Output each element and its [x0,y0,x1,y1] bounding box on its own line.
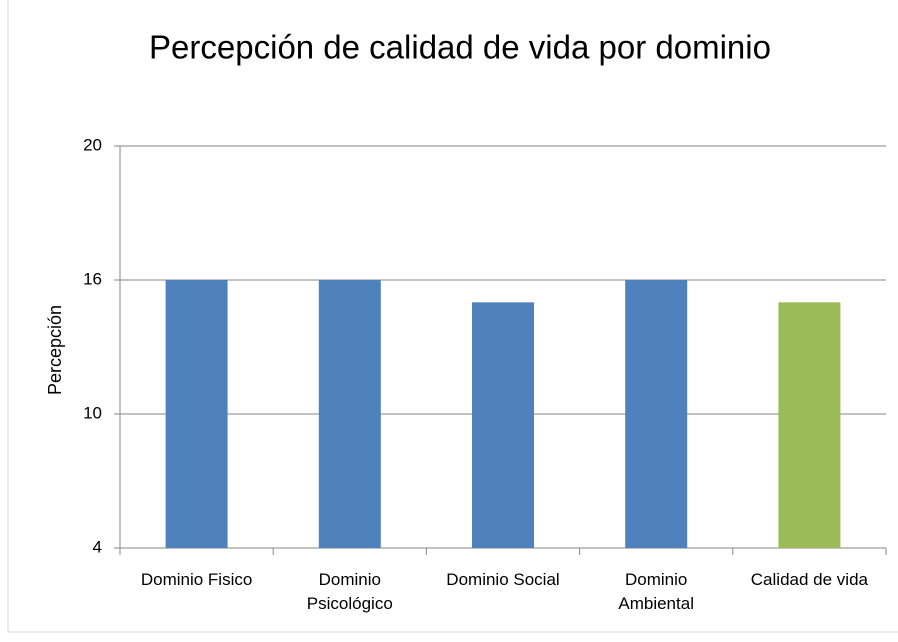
y-tick-label: 16 [83,269,102,288]
bar [472,302,534,548]
bar [165,280,228,548]
bar [318,280,381,548]
bar [625,280,688,548]
chart-title: Percepción de calidad de vida por domini… [149,29,771,66]
x-tick-label: Dominio Ambiental [618,570,694,613]
x-tick-label: Calidad de vida [750,570,868,589]
x-tick-label: Dominio Fisico [140,570,253,589]
y-tick-label: 10 [83,403,102,422]
y-axis-label: Percepción [45,305,65,395]
bar [778,302,841,548]
y-tick-label: 4 [93,537,102,556]
y-tick-label: 20 [83,135,102,154]
x-tick-label: Dominio Psicológico [306,570,393,613]
x-tick-label: Dominio Social [446,570,560,589]
